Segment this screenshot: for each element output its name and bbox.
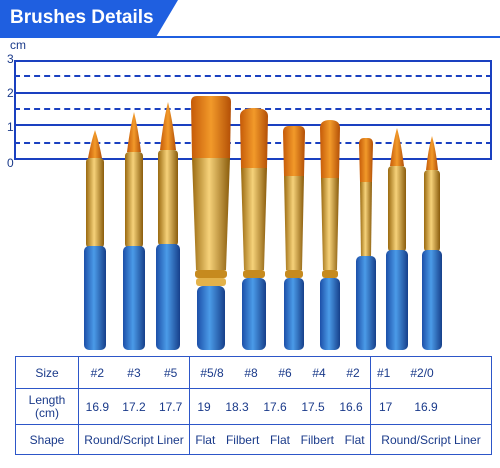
brush-round-5 [156, 102, 180, 350]
length-cell: 17 [379, 399, 393, 414]
length-cell: 17.2 [122, 399, 146, 414]
ruler-line-3cm [14, 60, 492, 62]
size-group-2: #5/8 #8 #6 #4 #2 [189, 356, 371, 389]
size-group-3: #1 #2/0 [370, 356, 492, 389]
length-group-3: 17 16.9 [370, 388, 492, 425]
ruler-right-edge [490, 60, 492, 158]
size-group-1: #2 #3 #5 [78, 356, 190, 389]
length-cell: 17.6 [263, 399, 287, 414]
size-cell: #2/0 [410, 365, 434, 380]
length-cell: 18.3 [225, 399, 249, 414]
brush-flat-2 [356, 138, 376, 350]
brush-round-3 [123, 112, 145, 350]
brush-filbert-4 [320, 120, 340, 350]
length-cell: 16.6 [339, 399, 363, 414]
size-cell: #4 [312, 365, 326, 380]
length-cell: 16.9 [414, 399, 438, 414]
size-cell: #5/8 [200, 365, 224, 380]
length-group-2: 19 18.3 17.6 17.5 16.6 [189, 388, 371, 425]
brushes-illustration [84, 96, 442, 350]
ruler-left-edge [14, 60, 16, 158]
brush-flat-6 [283, 126, 305, 350]
brush-details-table: Size #2 #3 #5 #5/8 #8 #6 #4 #2 #1 #2/0 [15, 356, 492, 455]
table-row-size: Size #2 #3 #5 #5/8 #8 #6 #4 #2 #1 #2/0 [15, 356, 492, 389]
size-cell: #2 [90, 365, 104, 380]
row-label-size: Size [15, 356, 79, 389]
brush-round-2-0 [422, 136, 442, 350]
length-cell: 17.5 [301, 399, 325, 414]
ruler-unit-label: cm [10, 38, 26, 52]
shape-group-1: Round/Script Liner [78, 424, 190, 455]
shape-group-3: Round/Script Liner [370, 424, 492, 455]
page-title: Brushes Details [10, 7, 154, 28]
shape-cell: Flat [344, 432, 365, 447]
ruler-line-2-5cm [14, 75, 492, 77]
ruler-line-2cm [14, 92, 492, 94]
size-cell: #1 [377, 365, 391, 380]
length-cell: 17.7 [158, 399, 183, 414]
ruler-tick-0: 0 [7, 156, 14, 170]
shape-group-2: Flat Filbert Flat Filbert Flat [189, 424, 371, 455]
shape-cell: Filbert [225, 432, 260, 447]
size-cell: #5 [163, 365, 178, 380]
size-cell: #6 [278, 365, 292, 380]
shape-cell: Flat [195, 432, 216, 447]
table-row-shape: Shape Round/Script Liner Flat Filbert Fl… [15, 424, 492, 455]
brush-round-1 [386, 128, 408, 350]
ruler-tick-3: 3 [7, 52, 14, 66]
shape-cell: Round/Script Liner [381, 432, 481, 447]
brush-flat-5-8 [191, 96, 231, 350]
brush-round-2 [84, 130, 106, 350]
header-underline [0, 36, 500, 38]
shape-cell: Filbert [300, 432, 334, 447]
length-cell: 16.9 [85, 399, 109, 414]
length-group-1: 16.9 17.2 17.7 [78, 388, 190, 425]
shape-cell: Round/Script Liner [84, 432, 184, 447]
ruler-tick-2: 2 [7, 86, 14, 100]
row-label-shape: Shape [15, 424, 79, 455]
row-label-length: Length (cm) [15, 388, 79, 425]
length-cell: 19 [197, 399, 211, 414]
size-cell: #8 [244, 365, 258, 380]
table-row-length: Length (cm) 16.9 17.2 17.7 19 18.3 17.6 … [15, 388, 492, 425]
header-banner [0, 0, 178, 36]
size-cell: #2 [346, 365, 360, 380]
shape-cell: Flat [269, 432, 290, 447]
size-cell: #3 [127, 365, 141, 380]
ruler-tick-1: 1 [7, 120, 14, 134]
brush-filbert-8 [240, 108, 268, 350]
